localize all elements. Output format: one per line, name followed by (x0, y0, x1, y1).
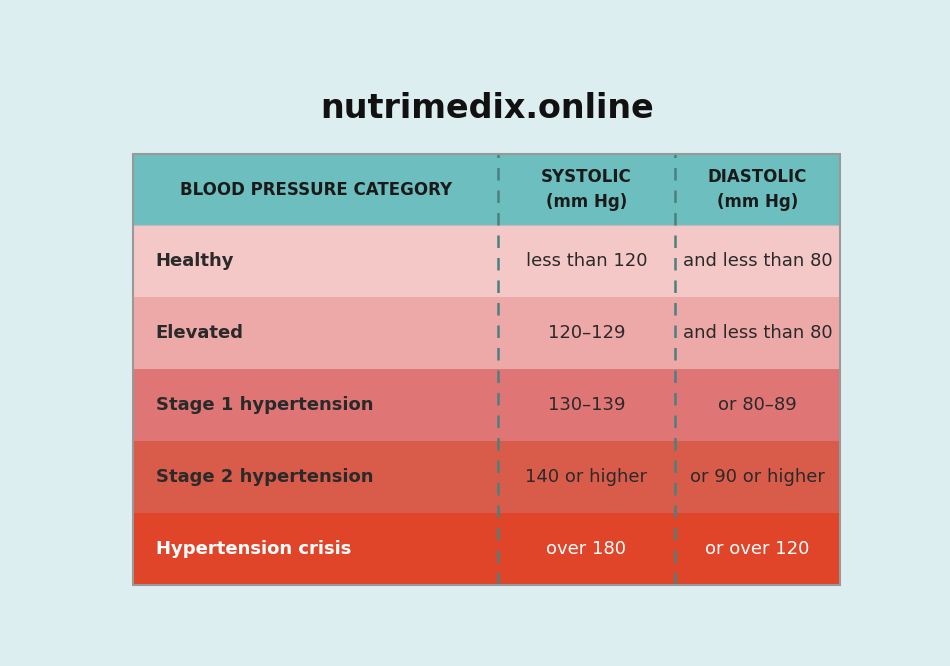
Bar (133, 155, 840, 225)
Text: BLOOD PRESSURE CATEGORY: BLOOD PRESSURE CATEGORY (180, 180, 452, 199)
Text: Elevated: Elevated (156, 324, 243, 342)
Text: less than 120: less than 120 (525, 252, 647, 270)
Bar (133, 513, 840, 585)
Text: Stage 2 hypertension: Stage 2 hypertension (156, 468, 373, 486)
Text: over 180: over 180 (546, 540, 626, 558)
Text: or 80–89: or 80–89 (718, 396, 797, 414)
Text: and less than 80: and less than 80 (683, 252, 832, 270)
Bar (133, 297, 840, 369)
Text: 120–129: 120–129 (547, 324, 625, 342)
Text: 140 or higher: 140 or higher (525, 468, 647, 486)
Text: or over 120: or over 120 (705, 540, 809, 558)
Text: DIASTOLIC
(mm Hg): DIASTOLIC (mm Hg) (708, 168, 808, 211)
Text: Healthy: Healthy (156, 252, 234, 270)
Text: and less than 80: and less than 80 (683, 324, 832, 342)
Bar (133, 155, 840, 585)
Text: nutrimedix.online: nutrimedix.online (320, 92, 654, 125)
Text: 130–139: 130–139 (547, 396, 625, 414)
Text: SYSTOLIC
(mm Hg): SYSTOLIC (mm Hg) (541, 168, 632, 211)
Bar (133, 441, 840, 513)
Text: Hypertension crisis: Hypertension crisis (156, 540, 351, 558)
Bar (133, 369, 840, 441)
Text: Stage 1 hypertension: Stage 1 hypertension (156, 396, 373, 414)
Bar (133, 225, 840, 297)
Text: or 90 or higher: or 90 or higher (690, 468, 825, 486)
